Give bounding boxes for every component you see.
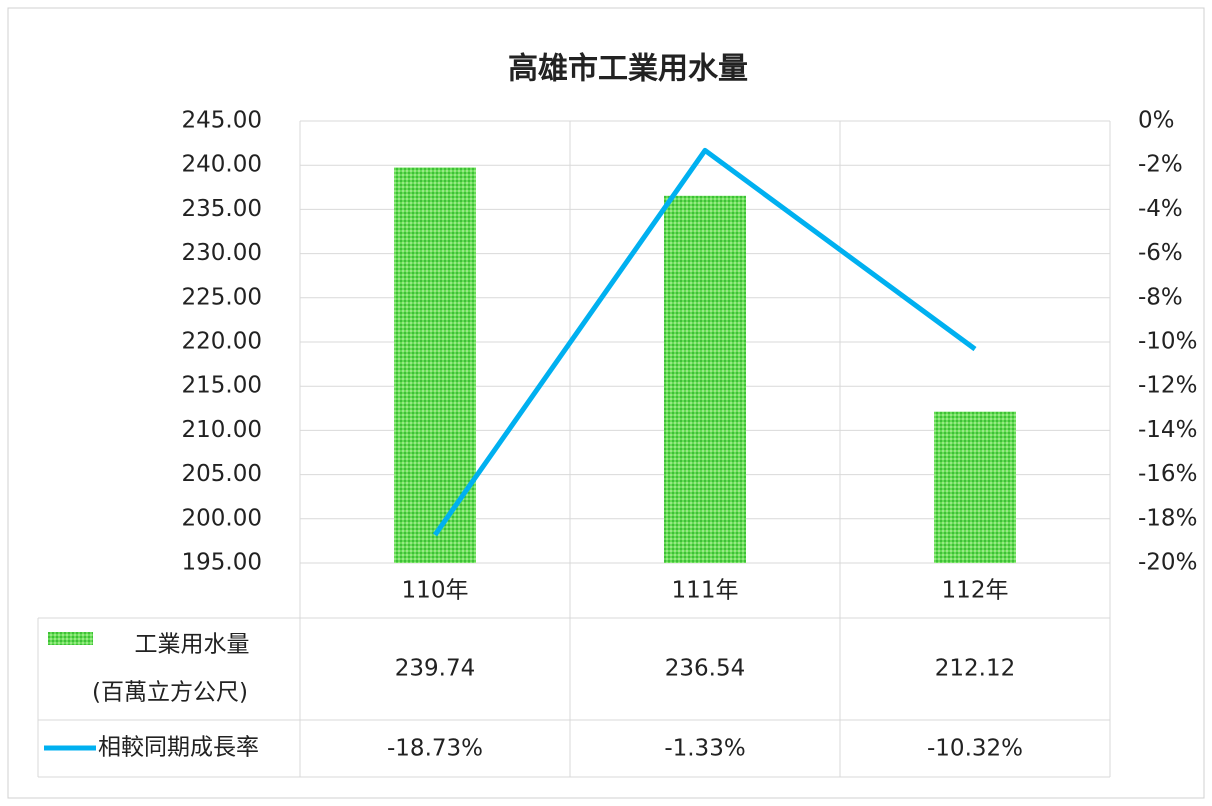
y-tick-label: 245.00 bbox=[182, 108, 262, 134]
legend-unit: (百萬立方公尺) bbox=[92, 680, 248, 706]
legend-label: 相較同期成長率 bbox=[98, 735, 259, 761]
line bbox=[432, 147, 977, 537]
y2-tick-label: -2% bbox=[1138, 152, 1183, 178]
table-value: 236.54 bbox=[665, 656, 745, 682]
y-tick-label: 235.00 bbox=[182, 196, 262, 222]
y-tick-label: 230.00 bbox=[182, 240, 262, 266]
y-tick-label: 195.00 bbox=[182, 550, 262, 576]
y2-tick-label: -8% bbox=[1138, 284, 1183, 310]
y2-tick-label: 0% bbox=[1138, 108, 1175, 134]
table-value: -10.32% bbox=[927, 736, 1023, 762]
y2-tick-label: -18% bbox=[1138, 505, 1197, 531]
legend-swatch bbox=[48, 632, 93, 645]
table-value: 239.74 bbox=[395, 656, 475, 682]
y-tick-label: 240.00 bbox=[182, 152, 262, 178]
bar bbox=[394, 167, 476, 563]
y2-tick-label: -14% bbox=[1138, 417, 1197, 443]
y2-tick-label: -20% bbox=[1138, 550, 1197, 576]
y-tick-label: 200.00 bbox=[182, 505, 262, 531]
y-tick-label: 215.00 bbox=[182, 373, 262, 399]
table-value: 212.12 bbox=[935, 656, 1015, 682]
y-tick-label: 205.00 bbox=[182, 461, 262, 487]
y2-tick-label: -16% bbox=[1138, 461, 1197, 487]
legend-label: 工業用水量 bbox=[135, 632, 250, 658]
y-tick-label: 220.00 bbox=[182, 329, 262, 355]
chart-border bbox=[7, 7, 1205, 799]
table-value: -1.33% bbox=[664, 736, 745, 762]
bar bbox=[934, 411, 1016, 563]
x-tick-label: 111年 bbox=[672, 578, 739, 604]
y2-tick-label: -10% bbox=[1138, 329, 1197, 355]
y2-tick-label: -4% bbox=[1138, 196, 1183, 222]
x-tick-label: 112年 bbox=[942, 578, 1009, 604]
chart-title: 高雄市工業用水量 bbox=[508, 52, 748, 87]
y-tick-label: 225.00 bbox=[182, 284, 262, 310]
x-tick-label: 110年 bbox=[402, 578, 469, 604]
y-tick-label: 210.00 bbox=[182, 417, 262, 443]
y2-tick-label: -12% bbox=[1138, 373, 1197, 399]
y2-tick-label: -6% bbox=[1138, 240, 1183, 266]
table-value: -18.73% bbox=[387, 736, 483, 762]
bar bbox=[664, 195, 746, 563]
